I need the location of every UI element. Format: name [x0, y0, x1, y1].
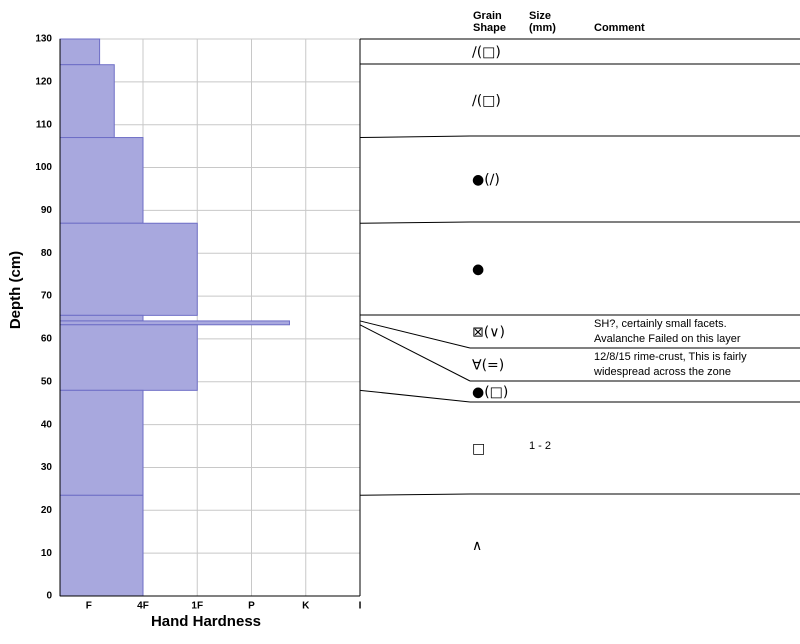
- y-tick-label: 30: [41, 462, 53, 473]
- y-tick-label: 90: [41, 205, 53, 216]
- grain-shape: ●(∕): [472, 172, 500, 188]
- x-tick-label: K: [302, 601, 310, 612]
- x-tick-label: 4F: [137, 601, 149, 612]
- grain-shape: ●: [472, 262, 484, 278]
- grain-shape: ∧: [472, 538, 482, 554]
- column-header: Comment: [594, 22, 645, 34]
- bar: [59, 222, 198, 316]
- y-tick-label: 130: [35, 34, 52, 45]
- x-axis-title: Hand Hardness: [151, 613, 261, 630]
- y-tick-label: 80: [41, 248, 53, 259]
- y-tick-label: 40: [41, 419, 53, 430]
- y-tick-label: 50: [41, 376, 53, 387]
- x-tick-label: P: [248, 601, 255, 612]
- x-tick-label: F: [86, 601, 92, 612]
- comment: widespread across the zone: [593, 366, 731, 378]
- bar: [59, 314, 144, 322]
- y-tick-label: 0: [46, 591, 52, 602]
- y-tick-label: 70: [41, 291, 53, 302]
- grain-shape: ∀(=): [472, 358, 504, 374]
- grain-shape: ⊠(∨): [472, 325, 505, 341]
- layer-connector: [359, 389, 471, 403]
- layer-connector: [359, 324, 471, 382]
- bar: [59, 389, 144, 496]
- bar: [59, 324, 198, 391]
- comment: SH?, certainly small facets.: [594, 318, 727, 330]
- y-tick-label: 100: [35, 162, 52, 173]
- grain-shape: ∕(□): [472, 93, 501, 109]
- column-header: Shape: [473, 22, 506, 34]
- bar: [59, 64, 115, 139]
- y-tick-label: 120: [35, 76, 52, 87]
- y-tick-label: 60: [41, 334, 53, 345]
- x-tick-label: I: [359, 601, 362, 612]
- comment: 12/8/15 rime-crust, This is fairly: [594, 351, 747, 363]
- y-tick-label: 20: [41, 505, 53, 516]
- layer-connector: [359, 221, 471, 224]
- bar: [59, 38, 101, 66]
- grain-shape: □: [472, 441, 485, 457]
- x-tick-label: 1F: [191, 601, 203, 612]
- bar: [59, 494, 144, 597]
- y-axis-title: Depth (cm): [7, 251, 24, 329]
- layer-connector: [359, 135, 471, 139]
- y-tick-label: 110: [36, 119, 53, 130]
- layer-connector: [359, 493, 471, 496]
- grain-size: 1 - 2: [529, 440, 551, 452]
- grain-shape: ∕(□): [472, 45, 501, 61]
- y-tick-label: 10: [41, 548, 53, 559]
- bar: [59, 320, 290, 326]
- column-header: (mm): [529, 22, 556, 34]
- comment: Avalanche Failed on this layer: [594, 333, 741, 345]
- column-header: Size: [529, 10, 551, 22]
- bar: [59, 137, 144, 224]
- column-header: Grain: [473, 10, 502, 22]
- grain-shape: ●(□): [472, 385, 508, 401]
- layer-connector: [359, 320, 471, 349]
